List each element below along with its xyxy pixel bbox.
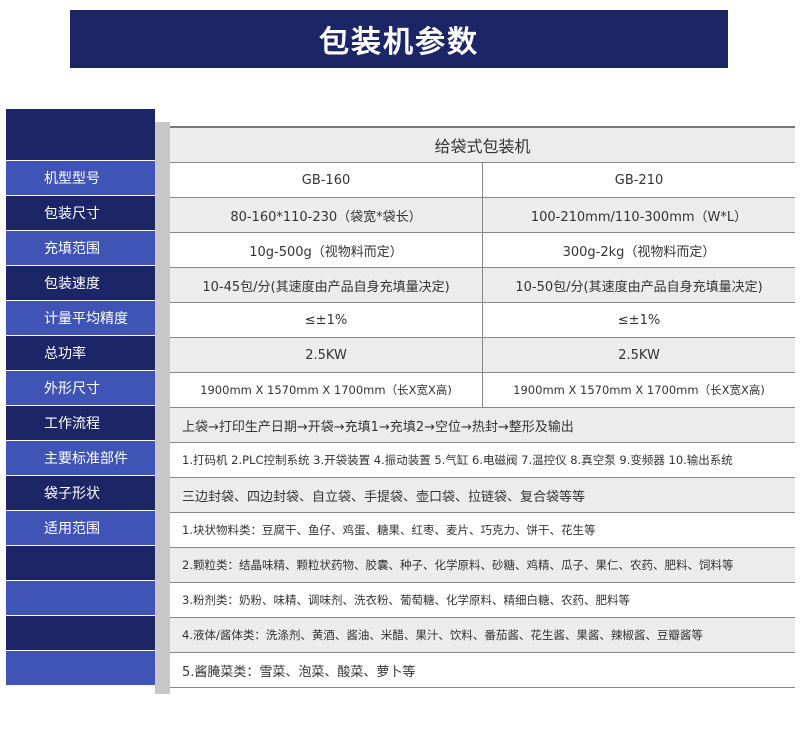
cell-full: 1.打码机 2.PLC控制系统 3.开袋装置 4.振动装置 5.气缸 6.电磁阀…	[182, 453, 733, 467]
row-label: 袋子形状	[6, 475, 155, 510]
row-label: 计量平均精度	[6, 300, 155, 335]
table-row: ≤±1% ≤±1%	[170, 303, 795, 338]
cell-gb210: 100-210mm/110-300mm（W*L）	[482, 198, 795, 232]
machine-type-header: 给袋式包装机	[434, 137, 531, 156]
row-label: 总功率	[6, 335, 155, 370]
row-label: 包装尺寸	[6, 195, 155, 230]
row-label	[6, 615, 155, 650]
cell-gb210: 10-50包/分(其速度由产品自身充填量决定)	[482, 268, 795, 302]
cell-full: 4.液体/酱体类：洗涤剂、黄酒、酱油、米醋、果汁、饮料、番茄酱、花生酱、果酱、辣…	[182, 628, 703, 642]
label-column: 机型型号 包装尺寸 充填范围 包装速度 计量平均精度 总功率 外形尺寸 工作流程 主要标准部件袋…	[6, 109, 155, 685]
table-header-row: 给袋式包装机	[170, 128, 795, 163]
cell-gb160: 2.5KW	[305, 347, 347, 363]
row-label: 包装速度	[6, 265, 155, 300]
table-row: 2.颗粒类：结晶味精、颗粒状药物、胶囊、种子、化学原料、砂糖、鸡精、瓜子、果仁、…	[170, 548, 795, 583]
table-row: 2.5KW 2.5KW	[170, 338, 795, 373]
cell-gb210: 2.5KW	[482, 338, 795, 372]
table-row: 4.液体/酱体类：洗涤剂、黄酒、酱油、米醋、果汁、饮料、番茄酱、花生酱、果酱、辣…	[170, 618, 795, 653]
label-header	[6, 109, 155, 160]
cell-gb210: GB-210	[482, 163, 795, 197]
table-row: 3.粉剂类：奶粉、味精、调味剂、洗衣粉、葡萄糖、化学原料、精细白糖、农药、肥料等	[170, 583, 795, 618]
row-label: 主要标准部件	[6, 440, 155, 475]
row-label: 工作流程	[6, 405, 155, 440]
cell-full: 3.粉剂类：奶粉、味精、调味剂、洗衣粉、葡萄糖、化学原料、精细白糖、农药、肥料等	[182, 593, 630, 607]
spec-table: 给袋式包装机 GB-160 GB-210 80-160*110-230（袋宽*袋长）…	[170, 126, 795, 688]
row-label	[6, 580, 155, 615]
page-title: 包装机参数	[70, 10, 728, 68]
cell-gb160: 1900mm X 1570mm X 1700mm（长X宽X高)	[200, 383, 452, 397]
table-row: 80-160*110-230（袋宽*袋长） 100-210mm/110-300mm…	[170, 198, 795, 233]
cell-full: 5.酱腌菜类：雪菜、泡菜、酸菜、萝卜等	[182, 664, 416, 680]
cell-gb160: 80-160*110-230（袋宽*袋长）	[230, 209, 422, 225]
cell-gb160: ≤±1%	[304, 312, 348, 328]
table-row: 1.打码机 2.PLC控制系统 3.开袋装置 4.振动装置 5.气缸 6.电磁阀…	[170, 443, 795, 478]
table-row: 5.酱腌菜类：雪菜、泡菜、酸菜、萝卜等	[170, 653, 795, 688]
cell-full: 上袋→打印生产日期→开袋→充填1→充填2→空位→热封→整形及输出	[182, 419, 574, 435]
bevel-divider	[155, 122, 170, 694]
row-label	[6, 545, 155, 580]
cell-gb160: 10-45包/分(其速度由产品自身充填量决定)	[202, 279, 450, 295]
cell-gb210: 1900mm X 1570mm X 1700mm（长X宽X高)	[482, 373, 795, 407]
cell-full: 1.块状物料类：豆腐干、鱼仔、鸡蛋、糖果、红枣、麦片、巧克力、饼干、花生等	[182, 523, 596, 537]
cell-gb160: 10g-500g（视物料而定）	[249, 244, 403, 260]
table-row: 三边封袋、四边封袋、自立袋、手提袋、壶口袋、拉链袋、复合袋等等	[170, 478, 795, 513]
cell-gb210: 300g-2kg（视物料而定）	[482, 233, 795, 267]
table-row: 10-45包/分(其速度由产品自身充填量决定) 10-50包/分(其速度由产品自身…	[170, 268, 795, 303]
row-label: 外形尺寸	[6, 370, 155, 405]
row-label: 充填范围	[6, 230, 155, 265]
cell-full: 三边封袋、四边封袋、自立袋、手提袋、壶口袋、拉链袋、复合袋等等	[182, 489, 586, 505]
table-row: 1900mm X 1570mm X 1700mm（长X宽X高) 1900mm X …	[170, 373, 795, 408]
row-label	[6, 650, 155, 685]
cell-full: 2.颗粒类：结晶味精、颗粒状药物、胶囊、种子、化学原料、砂糖、鸡精、瓜子、果仁、…	[182, 558, 734, 572]
table-row: 10g-500g（视物料而定） 300g-2kg（视物料而定）	[170, 233, 795, 268]
cell-gb160: GB-160	[301, 172, 351, 188]
row-label: 机型型号	[6, 160, 155, 195]
cell-gb210: ≤±1%	[482, 303, 795, 337]
table-row: 1.块状物料类：豆腐干、鱼仔、鸡蛋、糖果、红枣、麦片、巧克力、饼干、花生等	[170, 513, 795, 548]
table-row: 上袋→打印生产日期→开袋→充填1→充填2→空位→热封→整形及输出	[170, 408, 795, 443]
table-row: GB-160 GB-210	[170, 163, 795, 198]
row-label: 适用范围	[6, 510, 155, 545]
